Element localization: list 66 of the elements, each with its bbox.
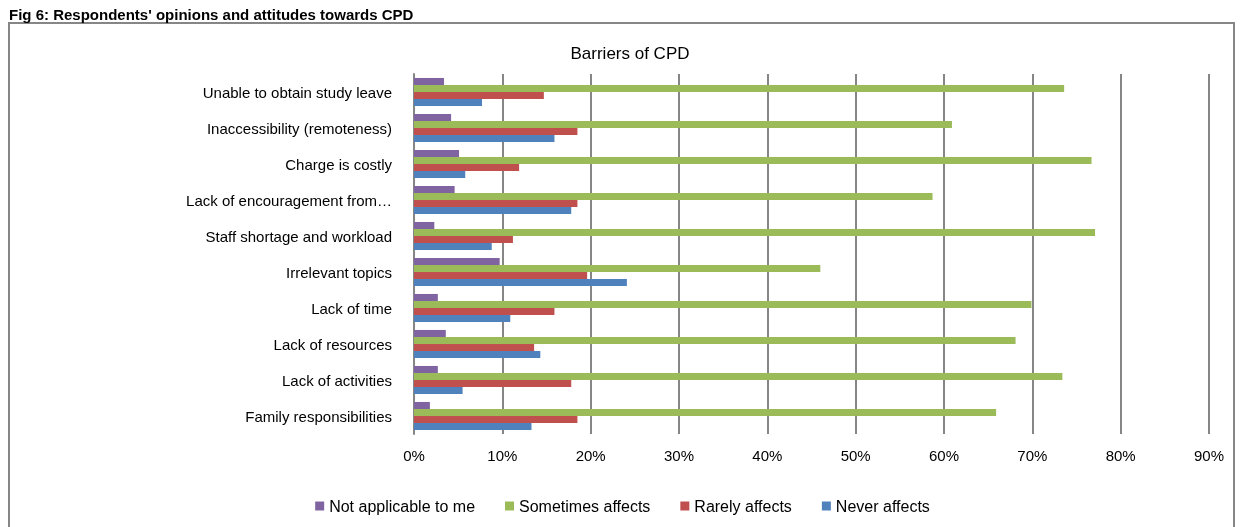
bar <box>414 135 555 143</box>
x-tick-label: 10% <box>487 447 518 464</box>
x-tick-label: 60% <box>928 447 960 464</box>
bar <box>414 272 588 280</box>
bar <box>414 77 445 85</box>
bar <box>414 408 997 416</box>
bar <box>414 200 578 208</box>
x-tick-label: 90% <box>1193 447 1225 464</box>
bar <box>414 156 1092 164</box>
bar <box>414 84 1065 92</box>
bar <box>414 293 438 301</box>
y-tick-label: Irrelevant topics <box>286 263 392 281</box>
bar <box>414 387 463 395</box>
x-tick-label: 30% <box>663 447 695 464</box>
bar <box>414 236 513 244</box>
bar <box>414 92 544 100</box>
bar <box>414 315 511 323</box>
bar <box>414 113 452 121</box>
bar <box>414 264 821 272</box>
bar <box>414 380 572 388</box>
bar <box>414 257 500 265</box>
bar <box>414 128 578 136</box>
y-tick-label: Lack of encouragement from… <box>186 191 392 209</box>
legend-label: Never affects <box>835 497 930 515</box>
bar <box>414 351 541 359</box>
bar <box>414 344 535 352</box>
y-tick-label: Charge is costly <box>285 155 393 173</box>
bar <box>414 279 627 287</box>
bar <box>414 365 438 373</box>
y-tick-label: Lack of activities <box>281 371 392 389</box>
text: Fig 6: Respondents' opinions and attitudes towards CPD <box>9 6 414 23</box>
bar <box>414 120 952 128</box>
y-tick-label: Lack of resources <box>273 335 392 353</box>
y-tick-label: Staff shortage and workload <box>205 227 392 245</box>
y-tick-label: Unable to obtain study leave <box>202 83 392 101</box>
y-tick-label: Lack of time <box>311 299 392 317</box>
legend-label: Rarely affects <box>694 497 792 515</box>
legend-label: Sometimes affects <box>519 497 651 515</box>
bar <box>414 149 460 157</box>
x-tick-label: 20% <box>575 447 606 464</box>
bar <box>414 228 1096 236</box>
bar <box>414 416 578 424</box>
bar <box>414 164 520 172</box>
bar <box>414 192 933 200</box>
bar <box>414 99 483 107</box>
bar <box>414 171 466 179</box>
bar <box>414 372 1063 380</box>
x-tick-label: 50% <box>840 447 871 464</box>
y-tick-label: Inaccessibility (remoteness) <box>206 119 392 137</box>
bar <box>414 308 555 316</box>
legend-label: Not applicable to me <box>329 497 476 515</box>
x-tick-label: 70% <box>1017 447 1048 464</box>
y-tick-label: Family responsibilities <box>245 407 392 425</box>
bar <box>414 300 1032 308</box>
bar <box>414 207 572 215</box>
chart-subtitle: Barriers of CPD <box>570 44 690 63</box>
bar <box>414 329 446 337</box>
bar <box>414 185 455 193</box>
x-tick-label: 80% <box>1105 447 1136 464</box>
bar <box>414 221 435 229</box>
bar <box>414 243 492 251</box>
bar <box>414 423 532 431</box>
x-tick-label: 40% <box>752 447 783 464</box>
bar <box>414 401 430 409</box>
x-tick-label: 0% <box>403 447 425 464</box>
bar <box>414 336 1016 344</box>
